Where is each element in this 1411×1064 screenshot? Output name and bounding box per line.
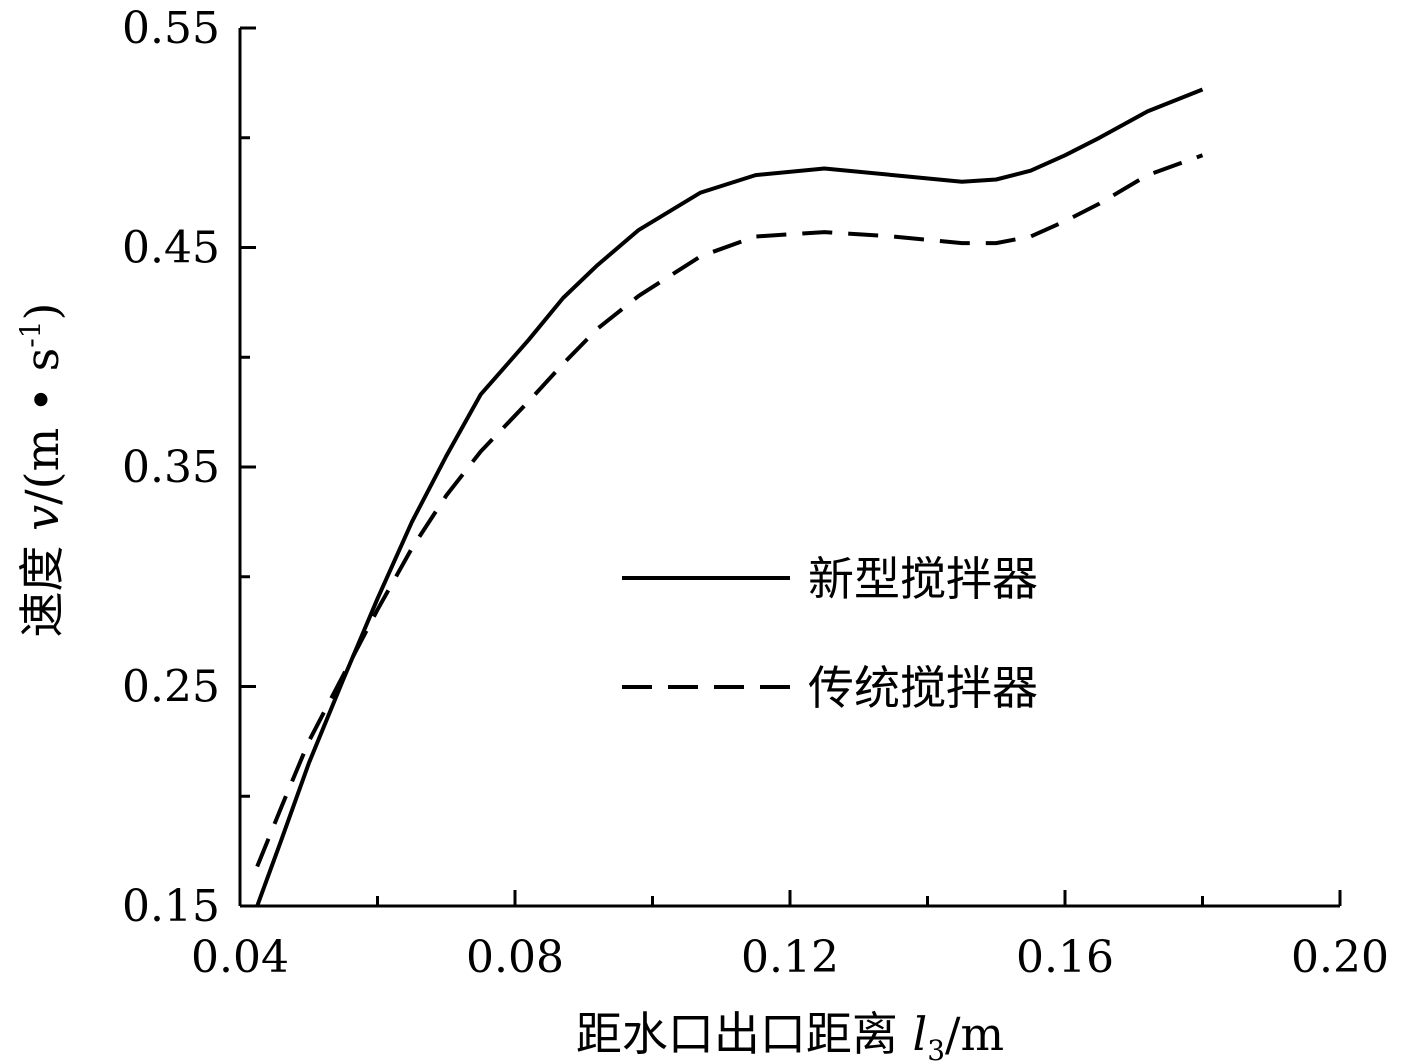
y-tick-label: 0.45 (122, 223, 220, 274)
y-ticks: 0.15 0.25 0.35 0.45 0.55 (122, 3, 256, 932)
x-tick-label: 0.08 (466, 932, 564, 983)
x-axis-title-subscript: 3 (927, 1034, 945, 1064)
x-tick-label: 0.16 (1016, 932, 1114, 983)
y-axis-title-unit-close: ) (15, 303, 69, 321)
x-axis-title-symbol: l (912, 1007, 927, 1061)
x-tick-label: 0.20 (1291, 932, 1389, 983)
legend: 新型搅拌器 传统搅拌器 (622, 552, 1038, 715)
x-ticks: 0.04 0.08 0.12 0.16 0.20 (191, 890, 1389, 983)
y-axis-title-superscript: -1 (14, 321, 47, 348)
y-axis-title: 速度 v/(m • s-1) (14, 303, 69, 638)
legend-label-series-1: 新型搅拌器 (808, 552, 1038, 606)
x-axis-title-main: 距水口出口距离 (576, 1007, 913, 1061)
series-line-2 (255, 153, 1204, 868)
x-axis-title: 距水口出口距离 l3/m (576, 1007, 1004, 1064)
y-tick-label: 0.55 (122, 3, 220, 54)
series-line-1 (255, 87, 1204, 907)
series-layer (255, 87, 1204, 907)
x-tick-label: 0.12 (741, 932, 839, 983)
legend-label-series-2: 传统搅拌器 (808, 661, 1038, 715)
x-tick-label: 0.04 (191, 932, 289, 983)
plot-area (238, 28, 1340, 908)
x-axis-title-unit: /m (945, 1007, 1004, 1061)
y-axis-title-symbol: v (15, 505, 69, 531)
y-tick-label: 0.15 (122, 881, 220, 932)
y-tick-label: 0.25 (122, 662, 220, 713)
y-axis-title-main: 速度 (15, 531, 69, 638)
y-tick-label: 0.35 (122, 442, 220, 493)
y-axis-title-unit-open: /(m • s (15, 348, 69, 505)
